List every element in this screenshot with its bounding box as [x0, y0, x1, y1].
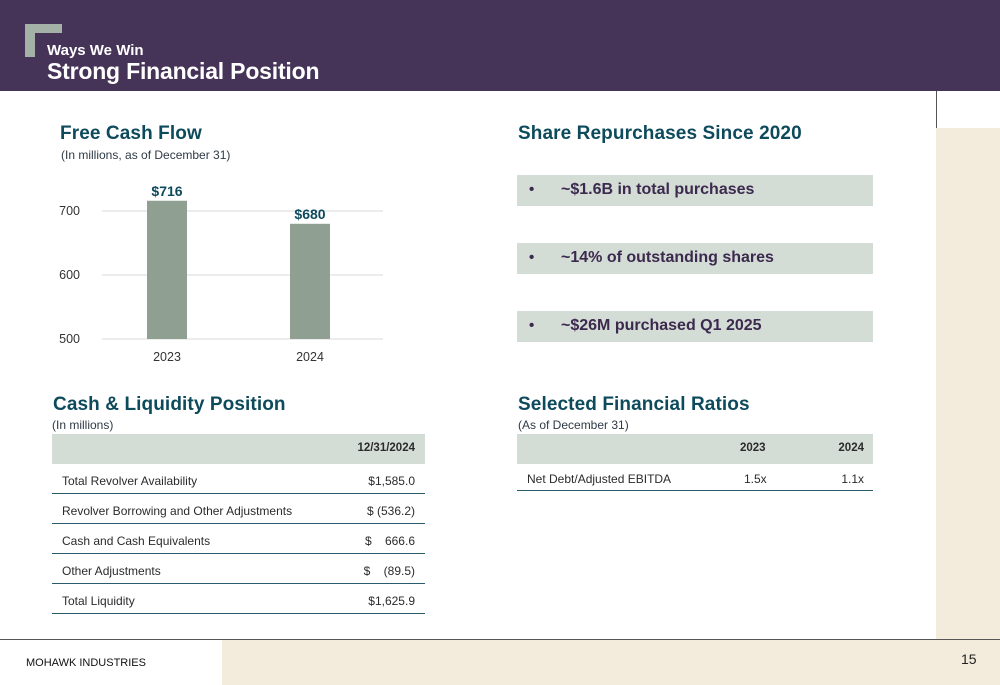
- y-tick-label: 700: [59, 204, 80, 218]
- x-tick-label: 2024: [296, 350, 324, 364]
- ratios-title: Selected Financial Ratios: [518, 394, 750, 415]
- table-row: Total Revolver Availability $1,585.0: [52, 464, 425, 494]
- y-tick-label: 600: [59, 268, 80, 282]
- y-tick-label: 500: [59, 332, 80, 346]
- row-label: Total Revolver Availability: [62, 474, 198, 488]
- row-value: $1,585.0: [368, 474, 415, 488]
- row-label: Total Liquidity: [62, 594, 135, 608]
- bar: [147, 200, 187, 339]
- fcf-subtitle: (In millions, as of December 31): [61, 148, 231, 162]
- bar-data-label: $716: [151, 183, 182, 199]
- table-row: Total Liquidity $1,625.9: [52, 584, 425, 614]
- ratios-column-header: 2024: [838, 442, 864, 454]
- row-value: $ 666.6: [364, 534, 415, 548]
- ratios-table-header: 2023 2024: [517, 434, 873, 464]
- repurchase-item-text: ~14% of outstanding shares: [561, 249, 774, 266]
- ratios-column-header: 2023: [740, 442, 766, 454]
- row-value: $1,625.9: [368, 594, 415, 608]
- row-value-2024: 1.1x: [841, 472, 864, 486]
- footer-brand: MOHAWK INDUSTRIES: [26, 657, 146, 669]
- repurchase-item: • ~$26M purchased Q1 2025: [517, 311, 873, 342]
- row-value: $ (536.2): [366, 504, 415, 518]
- page-number: 15: [961, 651, 977, 667]
- slide-header: Ways We Win Strong Financial Position: [0, 0, 1000, 91]
- table-row: Other Adjustments $ (89.5): [52, 554, 425, 584]
- row-label: Cash and Cash Equivalents: [62, 534, 211, 548]
- bullet-icon: •: [529, 249, 535, 266]
- ratios-subtitle: (As of December 31): [518, 418, 629, 432]
- free-cash-flow-chart: 500 600 700 $716 2023 $680 2024: [50, 178, 395, 373]
- table-row: Revolver Borrowing and Other Adjustments…: [52, 494, 425, 524]
- fcf-title: Free Cash Flow: [60, 123, 202, 144]
- row-value: $ (89.5): [363, 564, 415, 578]
- corner-bracket-decoration: [25, 24, 62, 57]
- header-eyebrow: Ways We Win: [47, 42, 144, 59]
- liquidity-column-header: 12/31/2024: [357, 442, 415, 454]
- repurchase-item-text: ~$1.6B in total purchases: [561, 181, 755, 198]
- repurchase-item-text: ~$26M purchased Q1 2025: [561, 317, 762, 334]
- row-label: Net Debt/Adjusted EBITDA: [527, 472, 672, 486]
- bar: [290, 223, 330, 339]
- liquidity-subtitle: (In millions): [52, 418, 114, 432]
- table-row: Cash and Cash Equivalents $ 666.6: [52, 524, 425, 554]
- row-label: Other Adjustments: [62, 564, 161, 578]
- bar-data-label: $680: [294, 206, 325, 222]
- row-value-2023: 1.5x: [744, 472, 767, 486]
- row-label: Revolver Borrowing and Other Adjustments: [62, 504, 293, 518]
- x-tick-label: 2023: [153, 350, 181, 364]
- table-row: Net Debt/Adjusted EBITDA 1.5x 1.1x: [517, 462, 873, 491]
- liquidity-table-header: 12/31/2024: [52, 434, 425, 464]
- repurchase-item: • ~14% of outstanding shares: [517, 243, 873, 274]
- footer-band: [222, 640, 936, 685]
- liquidity-title: Cash & Liquidity Position: [53, 394, 286, 415]
- bullet-icon: •: [529, 181, 535, 198]
- right-rail-band: [936, 128, 1000, 685]
- bullet-icon: •: [529, 317, 535, 334]
- footer-divider: [0, 639, 1000, 640]
- repurchases-title: Share Repurchases Since 2020: [518, 123, 802, 144]
- page-title: Strong Financial Position: [47, 58, 320, 84]
- repurchase-item: • ~$1.6B in total purchases: [517, 175, 873, 206]
- fcf-chart-svg: 500 600 700 $716 2023 $680 2024: [59, 183, 383, 364]
